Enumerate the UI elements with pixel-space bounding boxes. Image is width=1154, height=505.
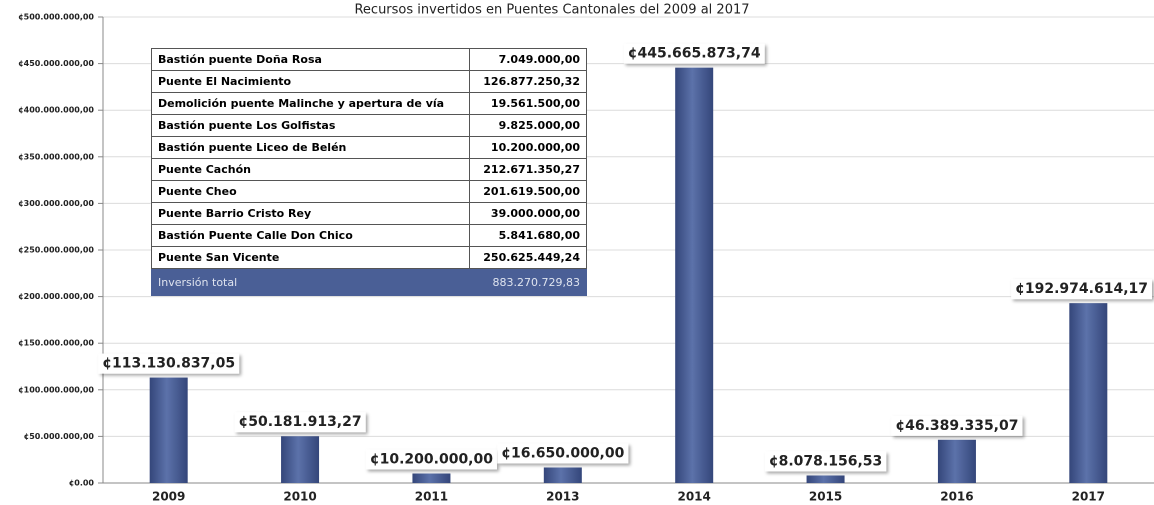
y-tick-label: ¢200.000.000,00 (18, 292, 94, 301)
bar (281, 436, 320, 483)
table-row: Puente Barrio Cristo Rey 39.000.000,00 (150, 202, 587, 225)
x-tick-label: 2015 (809, 490, 842, 504)
table-row: Bastión Puente Calle Don Chico 5.841.680,… (150, 224, 587, 247)
y-tick-label: ¢400.000.000,00 (18, 106, 94, 115)
name-cell: Bastión puente Liceo de Belén (150, 136, 471, 159)
value-label-box (623, 43, 765, 64)
value-label: ¢113.130.837,05 (102, 356, 235, 372)
table-row: Bastión puente Los Golfistas 9.825.000,00 (150, 114, 587, 137)
value-label-box (234, 412, 366, 433)
x-tick-label: 2009 (152, 490, 185, 504)
amount-cell: 126.877.250,32 (469, 70, 587, 93)
y-tick-label: ¢100.000.000,00 (18, 385, 94, 394)
amount-cell: 9.825.000,00 (469, 114, 587, 137)
bar (675, 67, 714, 483)
y-tick-label: ¢250.000.000,00 (18, 246, 94, 255)
value-label-box (365, 449, 497, 470)
value-label-box (891, 415, 1023, 436)
x-tick-label: 2014 (677, 490, 710, 504)
value-label: ¢192.974.614,17 (1015, 281, 1148, 297)
table-row: Puente San Vicente 250.625.449,24 (150, 246, 587, 269)
bar (1069, 303, 1108, 483)
bar (543, 467, 582, 483)
amount-cell: 5.841.680,00 (469, 224, 587, 247)
y-tick-label: ¢450.000.000,00 (18, 59, 94, 68)
amount-cell: 250.625.449,24 (469, 246, 587, 269)
amount-cell: 19.561.500,00 (469, 92, 587, 115)
y-tick-label: ¢0.00 (69, 479, 95, 488)
table-row: Bastión puente Doña Rosa 7.049.000,00 (150, 48, 587, 71)
value-label-box (1011, 279, 1152, 300)
value-label: ¢10.200.000,00 (370, 451, 493, 467)
value-label: ¢445.665.873,74 (628, 46, 761, 62)
x-tick-label: 2011 (415, 490, 448, 504)
bar (806, 475, 845, 483)
value-label: ¢8.078.156,53 (769, 453, 882, 469)
y-tick-label: ¢300.000.000,00 (18, 199, 94, 208)
name-cell: Puente El Nacimiento (150, 70, 471, 93)
value-label: ¢46.389.335,07 (895, 418, 1018, 434)
y-tick-label: ¢500.000.000,00 (18, 13, 94, 22)
amount-cell: 201.619.500,00 (469, 180, 587, 203)
name-cell: Puente San Vicente (150, 246, 471, 269)
name-cell: Bastión puente Doña Rosa (150, 48, 471, 71)
table-row: Bastión puente Liceo de Belén 10.200.000,… (150, 136, 587, 159)
table-row: Inversión total 883.270.729,83 (150, 268, 587, 296)
name-cell: Demolición puente Malinche y apertura de… (150, 92, 471, 115)
name-cell: Bastión Puente Calle Don Chico (150, 224, 471, 247)
value-label-box (764, 451, 887, 472)
amount-cell: 7.049.000,00 (469, 48, 587, 71)
bar (937, 439, 976, 483)
y-tick-label: ¢150.000.000,00 (18, 339, 94, 348)
table-row: Puente Cheo 201.619.500,00 (150, 180, 587, 203)
y-tick-label: ¢350.000.000,00 (18, 152, 94, 161)
table-row: Puente El Nacimiento 126.877.250,32 (150, 70, 587, 93)
name-cell: Puente Barrio Cristo Rey (150, 202, 471, 225)
x-tick-label: 2013 (546, 490, 579, 504)
table-row: Puente Cachón 212.671.350,27 (150, 158, 587, 181)
amount-cell: 212.671.350,27 (469, 158, 587, 181)
table-row: Demolición puente Malinche y apertura de… (150, 92, 587, 115)
value-label: ¢16.650.000,00 (501, 445, 624, 461)
y-tick-label: ¢50.000.000,00 (24, 432, 95, 441)
name-cell: Puente Cachón (150, 158, 471, 181)
x-tick-label: 2016 (940, 490, 973, 504)
chart-title: Recursos invertidos en Puentes Cantonale… (354, 3, 749, 18)
investment-table: Bastión puente Doña Rosa 7.049.000,00 Puen… (150, 48, 587, 296)
amount-cell: 10.200.000,00 (469, 136, 587, 159)
value-label: ¢50.181.913,27 (239, 414, 362, 430)
bar (149, 377, 188, 483)
amount-cell: 39.000.000,00 (469, 202, 587, 225)
x-tick-label: 2017 (1072, 490, 1105, 504)
x-tick-label: 2010 (283, 490, 316, 504)
value-label-box (497, 443, 629, 464)
name-cell: Bastión puente Los Golfistas (150, 114, 471, 137)
name-cell: Puente Cheo (150, 180, 471, 203)
name-cell: Inversión total (150, 268, 471, 296)
bar (412, 473, 451, 483)
value-label-box (98, 353, 240, 374)
amount-cell: 883.270.729,83 (469, 268, 587, 296)
